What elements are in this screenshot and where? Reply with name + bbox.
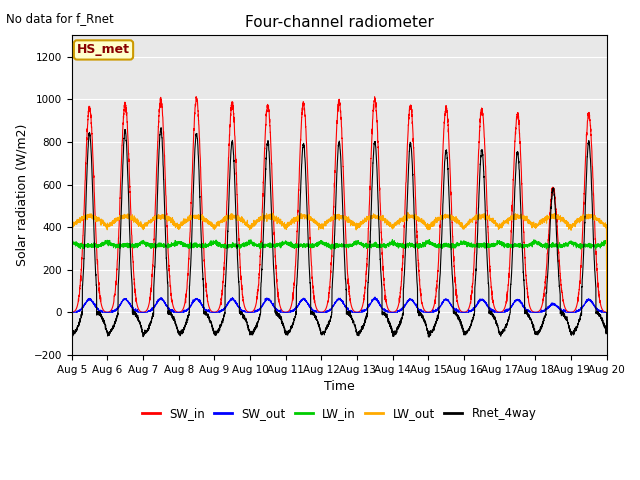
LW_in (426, 237, 433, 242)
SW_in (68, 310, 76, 315)
SW_out (603, 310, 611, 315)
SW_out (602, 310, 610, 315)
SW_in (164, 239, 172, 244)
Legend: SW_in, SW_out, LW_in, LW_out, Rnet_4way: SW_in, SW_out, LW_in, LW_out, Rnet_4way (137, 402, 541, 425)
LW_in (459, 240, 467, 246)
SW_out (490, 309, 497, 314)
LW_in (68, 239, 76, 245)
Text: No data for f_Rnet: No data for f_Rnet (6, 12, 114, 25)
Rnet_4way (602, 331, 610, 337)
LW_in (319, 240, 327, 246)
LW_out (459, 224, 467, 230)
SW_in (603, 310, 611, 315)
Title: Four-channel radiometer: Four-channel radiometer (244, 15, 433, 30)
Line: LW_in: LW_in (72, 240, 607, 312)
LW_out (319, 222, 327, 228)
Rnet_4way (429, 324, 437, 330)
Rnet_4way (157, 125, 165, 131)
LW_out (429, 219, 437, 225)
LW_out (602, 224, 610, 230)
SW_out (371, 294, 379, 300)
LW_out (490, 219, 497, 225)
Line: LW_out: LW_out (72, 213, 607, 312)
Rnet_4way (603, 310, 611, 315)
Text: HS_met: HS_met (77, 44, 130, 57)
LW_in (490, 242, 497, 248)
LW_in (429, 242, 437, 248)
Rnet_4way (460, 328, 467, 334)
Rnet_4way (319, 330, 327, 336)
Rnet_4way (68, 332, 76, 337)
LW_out (164, 216, 172, 222)
Rnet_4way (490, 312, 497, 318)
SW_out (459, 310, 467, 315)
SW_in (490, 300, 497, 306)
Line: Rnet_4way: Rnet_4way (72, 128, 607, 337)
SW_in (602, 309, 610, 315)
SW_in (429, 305, 437, 311)
Line: SW_out: SW_out (72, 297, 607, 312)
Rnet_4way (426, 334, 433, 340)
Y-axis label: Solar radiation (W/m2): Solar radiation (W/m2) (15, 124, 28, 266)
SW_in (192, 94, 200, 99)
LW_in (603, 310, 611, 315)
LW_in (602, 240, 610, 246)
LW_out (404, 210, 412, 216)
Rnet_4way (164, 283, 172, 289)
SW_out (164, 305, 172, 311)
SW_in (319, 309, 327, 315)
SW_out (68, 310, 76, 315)
LW_out (68, 225, 76, 231)
Line: SW_in: SW_in (72, 96, 607, 312)
SW_out (429, 309, 437, 315)
LW_out (603, 310, 611, 315)
X-axis label: Time: Time (324, 380, 355, 393)
SW_out (319, 310, 327, 315)
LW_in (164, 243, 172, 249)
SW_in (459, 309, 467, 315)
